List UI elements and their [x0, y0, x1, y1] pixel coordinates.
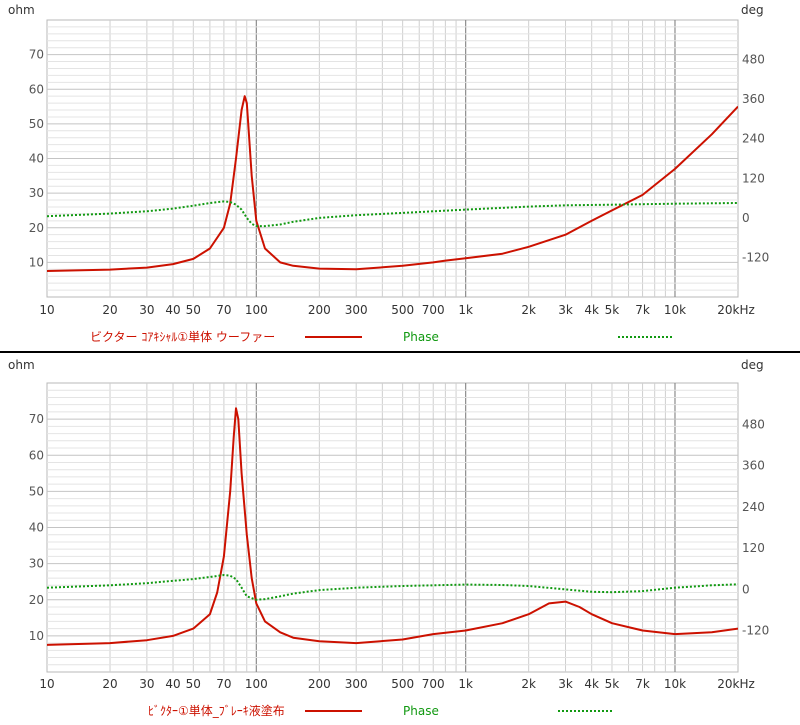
- y2-tick-label: 240: [742, 500, 765, 514]
- x-tick-label: 10k: [664, 303, 686, 317]
- y-tick-label: 10: [29, 255, 44, 269]
- x-tick-label: 2k: [521, 677, 536, 691]
- y2-tick-label: 0: [742, 582, 750, 596]
- x-tick-label: 200: [308, 303, 331, 317]
- x-tick-label: 500: [391, 677, 414, 691]
- y-tick-label: 20: [29, 593, 44, 607]
- y-tick-label: 10: [29, 629, 44, 643]
- x-tick-label: 5k: [605, 303, 620, 317]
- y-tick-label: 70: [29, 48, 44, 62]
- legend: ﾋﾞｸﾀｰ①単体_ﾌﾞﾚｰｷ液塗布 Phase: [148, 703, 612, 718]
- x-tick-label: 20: [102, 303, 117, 317]
- y-tick-label: 50: [29, 484, 44, 498]
- legend-impedance-label: ﾋﾞｸﾀｰ①単体_ﾌﾞﾚｰｷ液塗布: [148, 703, 285, 718]
- x-tick-label: 3k: [558, 303, 573, 317]
- x-tick-label: 500: [391, 303, 414, 317]
- x-tick-label: 1k: [458, 303, 473, 317]
- y2-tick-label: 480: [742, 53, 765, 67]
- x-tick-label: 100: [245, 303, 268, 317]
- x-tick-label: 20kHz: [717, 303, 755, 317]
- x-tick-label: 50: [186, 303, 201, 317]
- y2-tick-label: 0: [742, 211, 750, 225]
- x-tick-label: 700: [422, 303, 445, 317]
- x-tick-label: 300: [345, 303, 368, 317]
- legend-phase-label: Phase: [403, 330, 439, 344]
- chart-panel-2: ohm deg 10 20 30 40 50 60 70 -120 0 120 240 360 480 10 2…: [8, 358, 769, 718]
- x-tick-label: 20: [102, 677, 117, 691]
- y-tick-label: 20: [29, 221, 44, 235]
- y-tick-label: 40: [29, 521, 44, 535]
- right-axis-label: deg: [741, 358, 764, 372]
- y2-tick-label: -120: [742, 250, 769, 264]
- x-tick-label: 50: [186, 677, 201, 691]
- y-tick-label: 40: [29, 152, 44, 166]
- grid: [47, 20, 738, 297]
- x-tick-label: 30: [139, 677, 154, 691]
- x-tick-label: 20kHz: [717, 677, 755, 691]
- x-tick-label: 300: [345, 677, 368, 691]
- legend-phase-label: Phase: [403, 704, 439, 718]
- x-tick-label: 4k: [584, 677, 599, 691]
- y-tick-label: 60: [29, 448, 44, 462]
- y2-tick-label: 360: [742, 459, 765, 473]
- right-axis-label: deg: [741, 3, 764, 17]
- x-tick-label: 2k: [521, 303, 536, 317]
- x-tick-label: 70: [216, 677, 231, 691]
- x-tick-label: 10k: [664, 677, 686, 691]
- x-tick-label: 100: [245, 677, 268, 691]
- y2-tick-label: 120: [742, 541, 765, 555]
- left-axis-label: ohm: [8, 358, 35, 372]
- legend: ビクター ｺｱｷｼｬﾙ①単体 ウーファー Phase: [90, 330, 672, 344]
- x-tick-label: 5k: [605, 677, 620, 691]
- x-tick-label: 3k: [558, 677, 573, 691]
- x-tick-label: 200: [308, 677, 331, 691]
- x-tick-label: 4k: [584, 303, 599, 317]
- y2-tick-label: 360: [742, 92, 765, 106]
- x-tick-label: 10: [39, 677, 54, 691]
- impedance-series-line: [47, 95, 738, 272]
- y-tick-label: 70: [29, 412, 44, 426]
- x-tick-label: 70: [216, 303, 231, 317]
- y-tick-label: 30: [29, 557, 44, 571]
- y2-tick-label: 480: [742, 417, 765, 431]
- x-tick-label: 700: [422, 677, 445, 691]
- y2-tick-label: 240: [742, 132, 765, 146]
- y-tick-label: 60: [29, 82, 44, 96]
- impedance-series-line: [47, 407, 738, 646]
- x-tick-label: 40: [165, 303, 180, 317]
- y-tick-label: 50: [29, 117, 44, 131]
- x-tick-label: 40: [165, 677, 180, 691]
- phase-series-line: [47, 200, 738, 228]
- grid: [47, 383, 738, 672]
- phase-series-line: [47, 574, 738, 601]
- x-tick-label: 1k: [458, 677, 473, 691]
- legend-impedance-label: ビクター ｺｱｷｼｬﾙ①単体 ウーファー: [90, 330, 275, 344]
- x-tick-label: 7k: [635, 303, 650, 317]
- chart-panel-1: ohm deg 10 20 30 40 50 60 70 -120 0 120 240 360 480 10 2…: [8, 3, 769, 344]
- y-tick-label: 30: [29, 186, 44, 200]
- x-tick-label: 7k: [635, 677, 650, 691]
- x-tick-label: 10: [39, 303, 54, 317]
- x-tick-label: 30: [139, 303, 154, 317]
- left-axis-label: ohm: [8, 3, 35, 17]
- y2-tick-label: -120: [742, 624, 769, 638]
- y2-tick-label: 120: [742, 171, 765, 185]
